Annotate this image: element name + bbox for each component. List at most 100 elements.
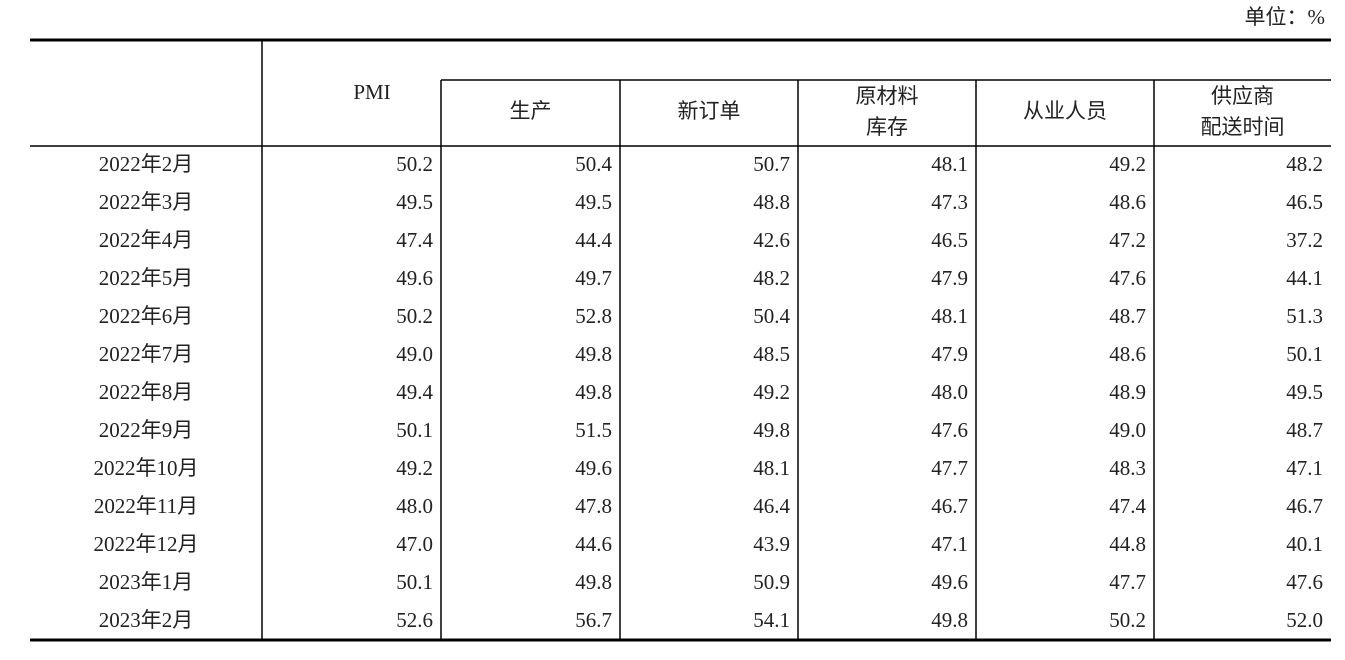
cell-value: 49.8 xyxy=(575,570,612,594)
cell-value: 48.1 xyxy=(931,304,968,328)
cell-value: 50.2 xyxy=(396,304,433,328)
column-header: 配送时间 xyxy=(1201,115,1285,139)
row-label: 2022年7月 xyxy=(99,342,194,366)
cell-value: 50.1 xyxy=(396,570,433,594)
cell-value: 51.3 xyxy=(1286,304,1323,328)
cell-value: 51.5 xyxy=(575,418,612,442)
cell-value: 37.2 xyxy=(1286,228,1323,252)
cell-value: 50.2 xyxy=(396,152,433,176)
cell-value: 49.6 xyxy=(931,570,968,594)
row-label: 2022年4月 xyxy=(99,228,194,252)
cell-value: 44.1 xyxy=(1286,266,1323,290)
row-label: 2022年12月 xyxy=(94,532,199,556)
cell-value: 47.2 xyxy=(1109,228,1146,252)
cell-value: 48.1 xyxy=(753,456,790,480)
cell-value: 50.7 xyxy=(753,152,790,176)
column-header: 供应商 xyxy=(1211,84,1274,108)
cell-value: 47.7 xyxy=(1109,570,1146,594)
cell-value: 48.9 xyxy=(1109,380,1146,404)
column-header: 原材料 xyxy=(856,84,919,108)
cell-value: 40.1 xyxy=(1286,532,1323,556)
cell-value: 47.1 xyxy=(931,532,968,556)
cell-value: 48.0 xyxy=(396,494,433,518)
cell-value: 49.8 xyxy=(575,380,612,404)
cell-value: 50.2 xyxy=(1109,608,1146,632)
unit-label: 单位：% xyxy=(1245,5,1326,29)
cell-value: 47.1 xyxy=(1286,456,1323,480)
cell-value: 49.0 xyxy=(396,342,433,366)
cell-value: 48.6 xyxy=(1109,342,1146,366)
cell-value: 49.7 xyxy=(575,266,612,290)
cell-value: 50.1 xyxy=(396,418,433,442)
cell-value: 47.7 xyxy=(931,456,968,480)
cell-value: 47.8 xyxy=(575,494,612,518)
column-header: 新订单 xyxy=(678,99,741,123)
cell-value: 50.4 xyxy=(753,304,790,328)
cell-value: 48.7 xyxy=(1109,304,1146,328)
cell-value: 46.5 xyxy=(931,228,968,252)
cell-value: 47.3 xyxy=(931,190,968,214)
cell-value: 54.1 xyxy=(753,608,790,632)
cell-value: 47.6 xyxy=(1109,266,1146,290)
cell-value: 47.9 xyxy=(931,266,968,290)
cell-value: 49.6 xyxy=(396,266,433,290)
cell-value: 50.1 xyxy=(1286,342,1323,366)
cell-value: 44.6 xyxy=(575,532,612,556)
row-label: 2022年6月 xyxy=(99,304,194,328)
cell-value: 49.2 xyxy=(1109,152,1146,176)
cell-value: 46.4 xyxy=(753,494,790,518)
row-label: 2022年8月 xyxy=(99,380,194,404)
cell-value: 46.7 xyxy=(931,494,968,518)
cell-value: 49.6 xyxy=(575,456,612,480)
cell-value: 48.3 xyxy=(1109,456,1146,480)
cell-value: 49.2 xyxy=(753,380,790,404)
cell-value: 47.6 xyxy=(931,418,968,442)
column-header: 从业人员 xyxy=(1023,99,1107,123)
cell-value: 48.0 xyxy=(931,380,968,404)
cell-value: 56.7 xyxy=(575,608,612,632)
cell-value: 47.9 xyxy=(931,342,968,366)
row-label: 2022年3月 xyxy=(99,190,194,214)
column-header: 生产 xyxy=(510,99,552,123)
cell-value: 48.2 xyxy=(753,266,790,290)
cell-value: 47.4 xyxy=(1109,494,1146,518)
cell-value: 48.8 xyxy=(753,190,790,214)
row-label: 2023年2月 xyxy=(99,608,194,632)
row-label: 2022年2月 xyxy=(99,152,194,176)
column-header: 库存 xyxy=(866,115,908,139)
cell-value: 42.6 xyxy=(753,228,790,252)
cell-value: 49.8 xyxy=(931,608,968,632)
cell-value: 48.1 xyxy=(931,152,968,176)
row-label: 2022年11月 xyxy=(94,494,198,518)
cell-value: 49.0 xyxy=(1109,418,1146,442)
pmi-header: PMI xyxy=(353,80,390,104)
row-label: 2022年5月 xyxy=(99,266,194,290)
cell-value: 49.5 xyxy=(575,190,612,214)
cell-value: 48.7 xyxy=(1286,418,1323,442)
cell-value: 46.7 xyxy=(1286,494,1323,518)
cell-value: 50.9 xyxy=(753,570,790,594)
cell-value: 49.4 xyxy=(396,380,433,404)
cell-value: 49.8 xyxy=(753,418,790,442)
cell-value: 49.5 xyxy=(1286,380,1323,404)
row-label: 2023年1月 xyxy=(99,570,194,594)
cell-value: 47.4 xyxy=(396,228,433,252)
cell-value: 52.0 xyxy=(1286,608,1323,632)
cell-value: 48.2 xyxy=(1286,152,1323,176)
cell-value: 50.4 xyxy=(575,152,612,176)
cell-value: 48.5 xyxy=(753,342,790,366)
cell-value: 47.6 xyxy=(1286,570,1323,594)
row-label: 2022年9月 xyxy=(99,418,194,442)
cell-value: 43.9 xyxy=(753,532,790,556)
row-label: 2022年10月 xyxy=(94,456,199,480)
cell-value: 48.6 xyxy=(1109,190,1146,214)
cell-value: 47.0 xyxy=(396,532,433,556)
cell-value: 52.8 xyxy=(575,304,612,328)
cell-value: 46.5 xyxy=(1286,190,1323,214)
cell-value: 49.8 xyxy=(575,342,612,366)
cell-value: 49.2 xyxy=(396,456,433,480)
cell-value: 44.4 xyxy=(575,228,612,252)
cell-value: 52.6 xyxy=(396,608,433,632)
